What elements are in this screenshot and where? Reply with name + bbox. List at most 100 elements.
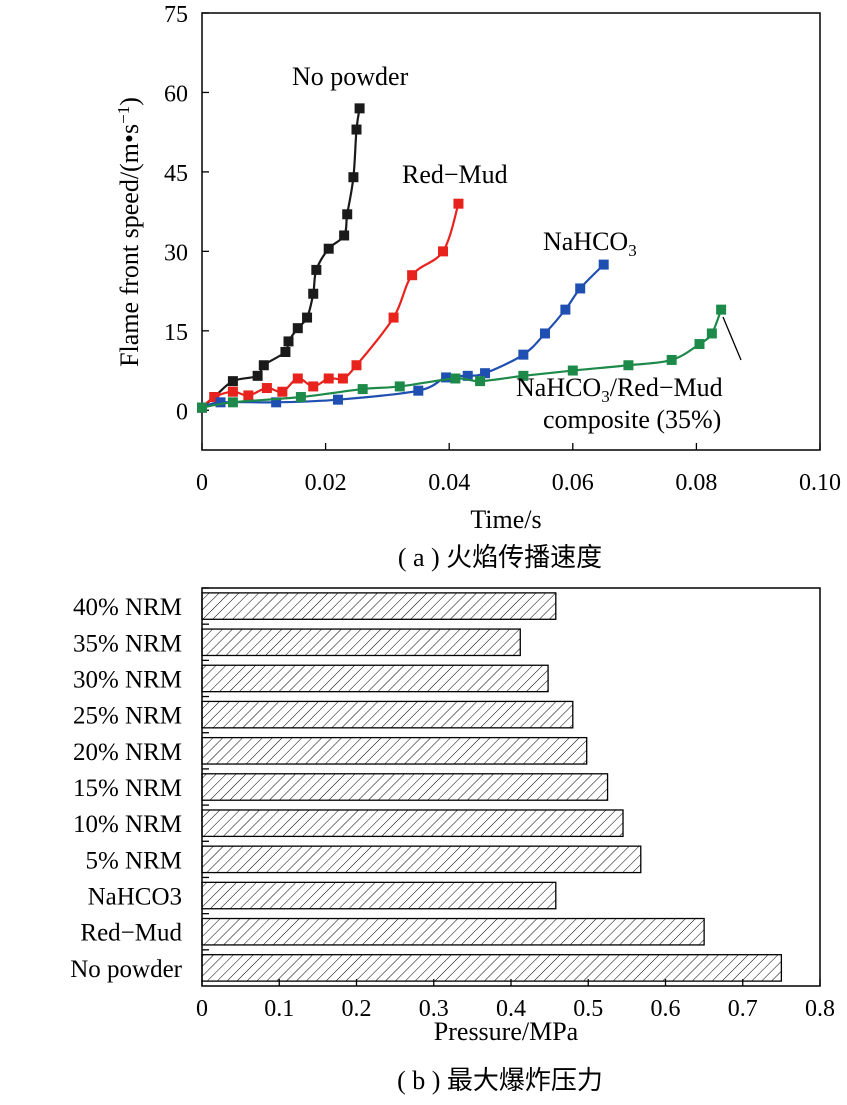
series-marker-2	[539, 328, 550, 339]
series-marker-1	[227, 386, 238, 397]
series-label-nahco3: NaHCO3	[543, 227, 637, 260]
category-label-35-nrm: 35% NRM	[73, 630, 182, 657]
x-tick-label-b: 0.8	[805, 996, 835, 1022]
category-label-30-nrm: 30% NRM	[73, 666, 182, 693]
series-marker-0	[280, 347, 291, 358]
series-marker-0	[308, 288, 319, 299]
series-marker-1	[261, 383, 272, 394]
series-marker-3	[450, 373, 461, 384]
series-marker-3	[227, 397, 238, 408]
flame-speed-chart: 0 0.02 0.04 0.06 0.08 0.10 0 15 30 45 60 75 Time/s…	[114, 2, 841, 572]
x-tick-label-a: 0.02	[305, 470, 347, 496]
series-marker-0	[292, 323, 303, 334]
series-marker-1	[453, 198, 464, 209]
bar-5-nrm	[201, 845, 642, 874]
plot-frame-a	[201, 12, 821, 451]
bar-nahco3	[201, 881, 557, 910]
series-marker-0	[354, 103, 365, 114]
series-marker-2	[441, 372, 452, 383]
x-ticks-a: 0 0.02 0.04 0.06 0.08 0.10	[196, 443, 841, 496]
category-labels-b: 40% NRM 35% NRM 30% NRM 25% NRM 20% NRM 15% N…	[70, 594, 182, 983]
x-tick-label-b: 0.1	[264, 996, 294, 1022]
category-label-10-nrm: 10% NRM	[73, 811, 182, 838]
series-marker-3	[357, 384, 368, 395]
series-marker-1	[407, 270, 418, 281]
series-marker-3	[295, 392, 306, 403]
caption-b: ( b ) 最大爆炸压力	[397, 1066, 603, 1095]
series-marker-3	[716, 304, 727, 315]
series-marker-3	[666, 354, 677, 365]
x-tick-label-a: 0.10	[799, 470, 841, 496]
series-marker-3	[623, 360, 634, 371]
x-tick-label-a: 0.06	[552, 470, 594, 496]
series-marker-0	[302, 312, 313, 323]
x-tick-label-a: 0.08	[675, 470, 717, 496]
series-marker-1	[323, 373, 334, 384]
series-marker-2	[462, 370, 473, 381]
series-marker-1	[292, 373, 303, 384]
series-line-0	[201, 108, 361, 409]
x-tick-label-a: 0	[196, 470, 208, 496]
x-ticks-b: 0 0.1 0.2 0.3 0.4 0.5 0.6 0.7 0.8	[196, 979, 835, 1022]
series-marker-3	[706, 328, 717, 339]
x-tick-label-b: 0.6	[651, 996, 681, 1022]
series-marker-1	[277, 386, 288, 397]
x-tick-label-b: 0.4	[496, 996, 526, 1022]
series-marker-1	[438, 246, 449, 257]
series-marker-2	[271, 397, 282, 408]
series-marker-3	[394, 381, 405, 392]
series-label-red-mud: Red−Mud	[402, 160, 508, 189]
bar-10-nrm	[201, 809, 624, 838]
series-marker-0	[351, 124, 362, 135]
series-marker-3	[694, 339, 705, 350]
max-pressure-chart: 40% NRM 35% NRM 30% NRM 25% NRM 20% NRM 15% N…	[70, 587, 835, 1095]
series-marker-2	[560, 304, 571, 315]
series-marker-2	[215, 397, 226, 408]
category-label-red-mud: Red−Mud	[80, 920, 182, 947]
series-marker-1	[388, 312, 399, 323]
y-ticks-a: 0 15 30 45 60 75	[164, 2, 209, 425]
series-marker-2	[413, 385, 424, 396]
y-tick-label-a: 45	[164, 161, 188, 187]
series-marker-3	[197, 402, 207, 413]
series-label-no-powder: No powder	[292, 62, 409, 91]
series-marker-0	[252, 370, 263, 381]
x-axis-title-a: Time/s	[470, 505, 541, 534]
x-tick-label-b: 0.5	[573, 996, 603, 1022]
series-marker-3	[567, 365, 578, 376]
series-marker-1	[209, 392, 220, 403]
series-marker-2	[518, 349, 529, 360]
x-tick-label-b: 0.7	[728, 996, 758, 1022]
composite-label-leader	[722, 316, 742, 361]
series-marker-0	[311, 264, 322, 275]
series-marker-2	[480, 368, 491, 379]
caption-a: ( a ) 火焰传播速度	[398, 543, 602, 572]
x-tick-label-b: 0.3	[419, 996, 449, 1022]
bar-no-powder	[201, 954, 783, 982]
category-label-nahco3: NaHCO3	[88, 884, 182, 911]
series-marker-1	[308, 381, 319, 392]
bar-25-nrm	[201, 700, 574, 729]
y-tick-label-a: 0	[176, 399, 188, 425]
series-marker-0	[339, 230, 350, 241]
series-marker-0	[258, 360, 269, 371]
bar-40-nrm	[201, 592, 557, 620]
series-marker-2	[332, 394, 343, 405]
series-label-composite: NaHCO3/Red−Mud	[516, 373, 723, 406]
category-label-20-nrm: 20% NRM	[73, 739, 182, 766]
series-marker-1	[243, 390, 254, 401]
series-marker-0	[283, 336, 294, 347]
series-group-a	[197, 103, 727, 413]
series-label-composite-line2: composite (35%)	[543, 405, 721, 434]
y-tick-label-a: 75	[164, 2, 188, 28]
category-label-25-nrm: 25% NRM	[73, 703, 182, 730]
bar-15-nrm	[201, 773, 609, 801]
series-marker-0	[348, 172, 359, 183]
bar-20-nrm	[201, 736, 588, 765]
plot-frame-b	[201, 587, 821, 987]
series-marker-0	[227, 376, 238, 387]
category-label-15-nrm: 15% NRM	[73, 775, 182, 802]
x-tick-label-a: 0.04	[428, 470, 470, 496]
series-marker-3	[475, 376, 486, 387]
